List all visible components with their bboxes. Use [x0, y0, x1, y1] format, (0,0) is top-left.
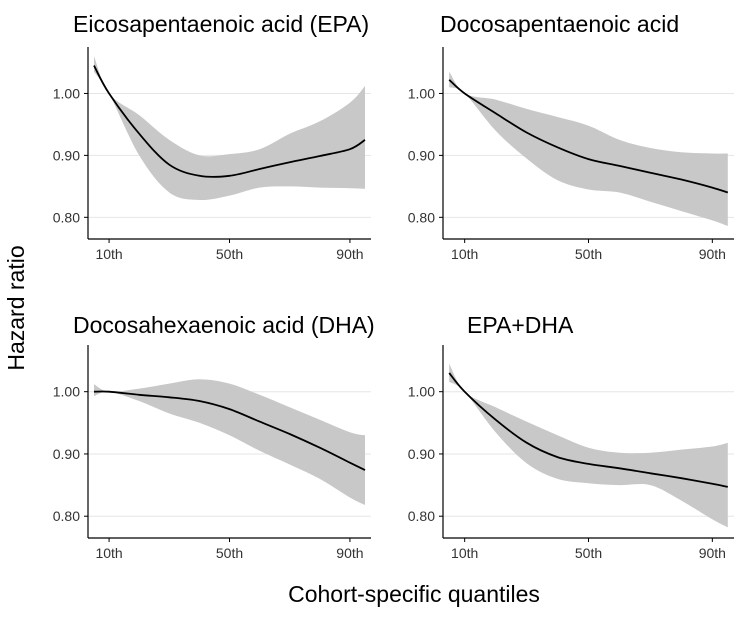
estimate-line	[93, 65, 366, 178]
x-tick-label: 50th	[575, 246, 602, 262]
y-tick-label: 0.90	[408, 446, 435, 462]
panel-title: Docosapentaenoic acid	[440, 11, 679, 37]
panel-title: Docosahexaenoic acid (DHA)	[73, 312, 375, 338]
y-tick-label: 0.80	[53, 209, 80, 225]
y-tick-label: 0.90	[53, 147, 80, 163]
y-tick-label: 1.00	[53, 85, 80, 101]
estimate-line	[448, 372, 728, 488]
x-tick-label: 10th	[451, 545, 478, 561]
y-tick-label: 0.90	[408, 147, 435, 163]
confidence-band	[449, 71, 728, 226]
y-tick-label: 0.80	[408, 209, 435, 225]
panel-1: Eicosapentaenoic acid (EPA) 0.80 0.90 1.00 1…	[53, 11, 371, 262]
x-tick-label: 10th	[95, 246, 122, 262]
x-tick-label: 50th	[216, 246, 243, 262]
x-tick-label: 10th	[95, 545, 122, 561]
y-tick-label: 1.00	[408, 85, 435, 101]
y-tick-label: 0.80	[53, 508, 80, 524]
y-tick-label: 1.00	[53, 384, 80, 400]
panel-3: Docosahexaenoic acid (DHA) 0.80 0.90 1.00 10…	[53, 312, 375, 561]
confidence-band	[449, 363, 728, 528]
y-tick-label: 1.00	[408, 384, 435, 400]
estimate-line	[93, 390, 366, 471]
estimate-line	[448, 79, 729, 194]
panel-title: EPA+DHA	[467, 312, 574, 338]
x-tick-label: 10th	[451, 246, 478, 262]
confidence-band	[94, 56, 365, 201]
x-axis-title: Cohort-specific quantiles	[288, 581, 540, 607]
panel-4: EPA+DHA 0.80 0.90 1.00 10th 50th 90th	[408, 312, 734, 561]
y-tick-label: 0.90	[53, 446, 80, 462]
x-tick-label: 50th	[575, 545, 602, 561]
y-tick-label: 0.80	[408, 508, 435, 524]
confidence-band	[94, 379, 365, 505]
y-axis-title: Hazard ratio	[3, 245, 29, 370]
x-tick-label: 90th	[699, 545, 726, 561]
x-tick-label: 50th	[216, 545, 243, 561]
x-tick-label: 90th	[336, 246, 363, 262]
panels-group: Eicosapentaenoic acid (EPA) 0.80 0.90 1.00 1…	[53, 11, 734, 561]
panel-2: Docosapentaenoic acid 0.80 0.90 1.00 10th 50t…	[408, 11, 734, 262]
x-tick-label: 90th	[336, 545, 363, 561]
panel-title: Eicosapentaenoic acid (EPA)	[73, 11, 369, 37]
x-tick-label: 90th	[699, 246, 726, 262]
